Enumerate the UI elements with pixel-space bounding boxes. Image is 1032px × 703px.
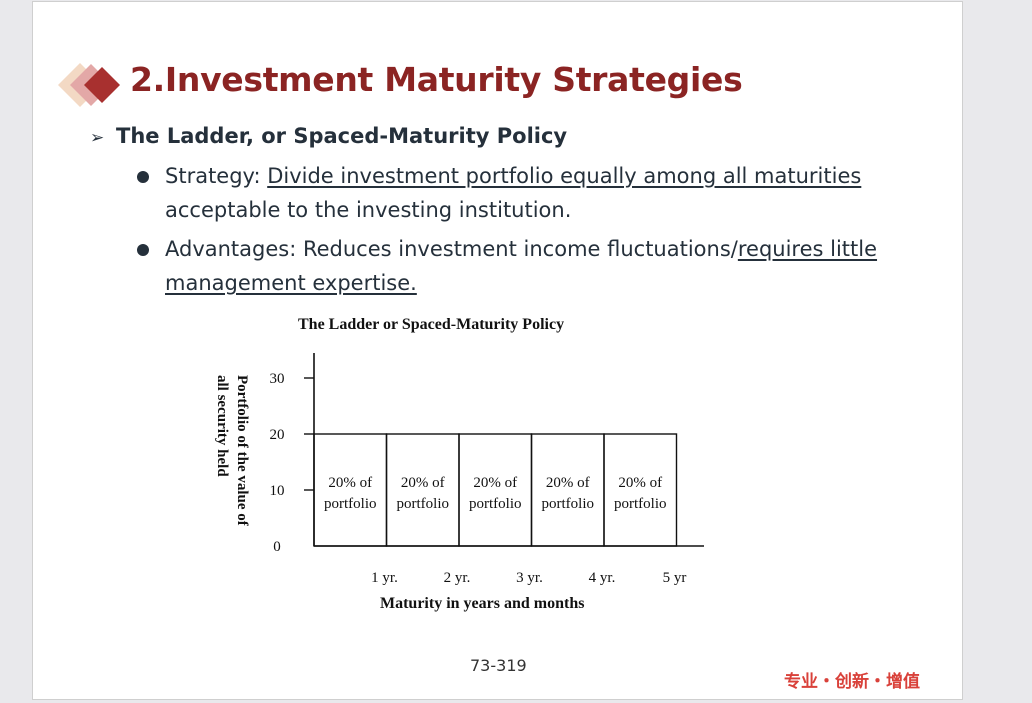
chart-bar <box>603 433 678 547</box>
chart-y-tick-label: 20 <box>270 427 285 443</box>
page-number: 73-319 <box>470 656 527 675</box>
chart-bar-label: 20% of <box>473 475 517 491</box>
chart-x-tick-label: 2 yr. <box>444 570 471 586</box>
chart-x-tick-label: 4 yr. <box>589 570 616 586</box>
section-heading-text: The Ladder, or Spaced-Maturity Policy <box>116 124 568 148</box>
chart-y-tick-label: 30 <box>270 371 285 387</box>
bullet-advantages-label: Advantages: Reduces investment income fl… <box>165 237 738 261</box>
bullet-advantages-underlined-1: requires little <box>737 237 878 261</box>
chart-bar-label: portfolio <box>542 496 595 512</box>
chart-title: The Ladder or Spaced-Maturity Policy <box>298 316 565 333</box>
chart-bar-label: 20% of <box>618 475 662 491</box>
chart-bar-label: 20% of <box>401 475 445 491</box>
chart-x-axis-label: Maturity in years and months <box>380 595 585 612</box>
chart-y-label-line-1: Portfolio of the value of <box>234 375 250 527</box>
bullet-strategy-underlined: Divide investment portfolio equally amon… <box>267 164 862 188</box>
ladder-chart: 0 10 20 30 20% of portfolio 20% of portfolio 20%… <box>270 353 704 586</box>
chart-bar-label: portfolio <box>324 496 377 512</box>
chart-bar-label: 20% of <box>328 475 372 491</box>
bullet-dot-icon <box>137 171 149 183</box>
chart-bar-label: portfolio <box>397 496 450 512</box>
chart-y-tick-label: 10 <box>270 483 285 499</box>
diamond-logo-icon <box>58 63 120 107</box>
section-heading: ➢ The Ladder, or Spaced-Maturity Policy <box>90 124 567 148</box>
bullet-strategy-label: Strategy: <box>165 164 268 188</box>
chart-bar-label: portfolio <box>614 496 667 512</box>
bullet-strategy-text: Strategy: Divide investment portfolio eq… <box>165 159 885 227</box>
bullet-advantages-text: Advantages: Reduces investment income fl… <box>165 232 885 300</box>
chart-bar-label: 20% of <box>546 475 590 491</box>
bullet-strategy-rest: acceptable to the investing institution. <box>165 198 572 222</box>
bullet-dot-icon <box>137 244 149 256</box>
slide-title: 2.Investment Maturity Strategies <box>130 60 743 99</box>
arrow-bullet-icon: ➢ <box>90 128 105 148</box>
bullet-advantages-underlined-2: management expertise. <box>165 271 417 295</box>
chart-x-tick-label: 5 yr <box>663 570 687 586</box>
chart-x-tick-label: 1 yr. <box>371 570 398 586</box>
slide <box>32 1 963 700</box>
chart-bar-label: portfolio <box>469 496 522 512</box>
chart-y-tick-label: 0 <box>273 539 281 555</box>
chart-y-axis-label: all security held Portfolio of the value… <box>214 375 250 527</box>
chart-y-label-line-2: all security held <box>214 375 230 477</box>
brand-slogan: 专业・创新・增值 <box>784 672 920 692</box>
chart-x-tick-label: 3 yr. <box>516 570 543 586</box>
